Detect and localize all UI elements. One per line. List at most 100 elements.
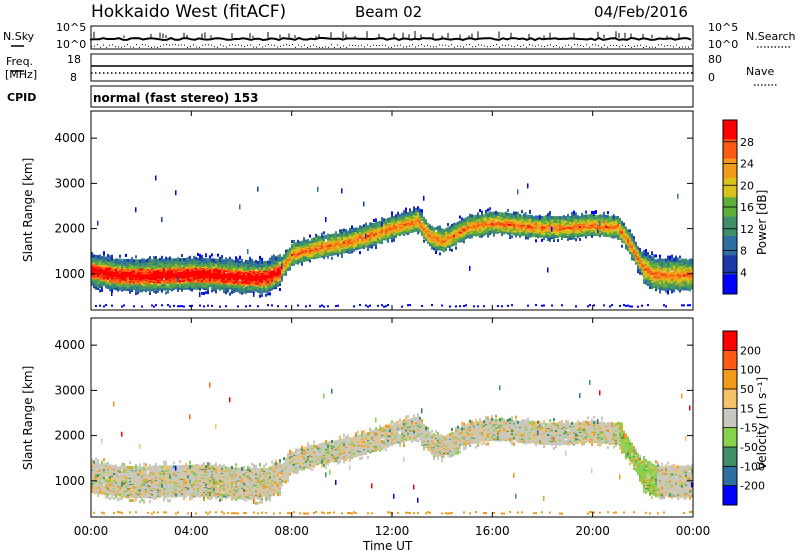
range-gate-cell <box>261 260 263 264</box>
range-gate-cell <box>199 266 201 270</box>
range-gate-cell <box>251 262 253 266</box>
near-range-cell <box>335 304 337 307</box>
range-gate-cell <box>253 260 255 264</box>
range-gate-cell <box>405 210 407 214</box>
range-gate-cell <box>389 217 391 221</box>
range-gate-cell <box>383 232 385 236</box>
nsearch-point <box>430 45 431 47</box>
nsearch-point <box>364 46 365 48</box>
range-gate-cell <box>367 225 369 229</box>
range-gate-cell <box>145 259 147 263</box>
nsearch-point <box>406 46 407 48</box>
scatter-cell <box>121 258 123 264</box>
range-gate-cell <box>351 239 353 243</box>
range-gate-cell <box>133 269 135 273</box>
range-gate-cell <box>183 258 185 262</box>
range-gate-cell <box>319 236 321 240</box>
range-gate-cell <box>229 256 231 260</box>
scatter-cell <box>341 188 343 194</box>
range-gate-cell <box>167 276 169 280</box>
range-gate-cell <box>291 244 293 248</box>
range-gate-cell <box>439 225 441 229</box>
range-gate-cell <box>399 214 401 218</box>
range-gate-cell <box>307 239 309 243</box>
range-gate-cell <box>145 271 147 275</box>
nsearch-point <box>586 44 587 46</box>
nsearch-point <box>115 46 116 48</box>
range-gate-cell <box>435 232 437 236</box>
range-gate-cell <box>127 259 129 263</box>
range-gate-cell <box>127 268 129 272</box>
range-gate-cell <box>115 267 117 271</box>
nsearch-trace <box>91 44 692 48</box>
near-range-cell <box>387 304 389 307</box>
nsearch-point <box>478 44 479 46</box>
range-gate-cell <box>143 283 145 287</box>
range-gate-cell <box>179 272 181 276</box>
near-range-cell <box>377 304 379 307</box>
nsearch-point <box>316 46 317 48</box>
nsearch-point <box>226 46 227 48</box>
range-gate-cell <box>377 221 379 225</box>
range-gate-cell <box>91 277 93 281</box>
range-gate-cell <box>151 273 153 277</box>
range-gate-cell <box>217 262 219 266</box>
nsearch-point <box>244 46 245 48</box>
range-gate-cell <box>183 282 185 286</box>
range-gate-cell <box>311 238 313 242</box>
range-gate-cell <box>265 293 267 297</box>
nsearch-point <box>436 46 437 48</box>
near-range-cell <box>337 304 339 307</box>
range-gate-cell <box>247 259 249 263</box>
range-gate-cell <box>225 264 227 268</box>
range-gate-cell <box>451 248 453 252</box>
range-gate-cell <box>105 268 107 272</box>
near-range-cell <box>359 303 361 306</box>
range-gate-cell <box>209 278 211 282</box>
range-gate-cell <box>271 281 273 285</box>
range-gate-cell <box>193 279 195 283</box>
range-gate-cell <box>289 267 291 271</box>
nsearch-point <box>160 45 161 47</box>
range-gate-cell <box>417 230 419 234</box>
range-gate-cell <box>131 259 133 263</box>
nsearch-point <box>262 46 263 48</box>
nsearch-point <box>553 46 554 48</box>
range-gate-cell <box>243 261 245 265</box>
nsearch-point <box>331 44 332 46</box>
range-gate-cell <box>105 259 107 263</box>
range-gate-cell <box>95 254 97 258</box>
range-gate-cell <box>261 257 263 261</box>
range-gate-cell <box>219 270 221 274</box>
nsearch-point <box>133 46 134 48</box>
range-gate-cell <box>159 257 161 261</box>
nsearch-point <box>97 44 98 46</box>
range-gate-cell <box>211 258 213 262</box>
nsearch-point <box>253 46 254 48</box>
range-gate-cell <box>113 272 115 276</box>
range-gate-cell <box>167 290 169 294</box>
range-gate-cell <box>423 216 425 220</box>
range-gate-cell <box>119 254 121 258</box>
near-range-cell <box>277 305 279 308</box>
range-gate-cell <box>165 256 167 260</box>
range-gate-cell <box>309 234 311 238</box>
range-gate-cell <box>339 232 341 236</box>
near-range-cell <box>297 304 299 307</box>
range-gate-cell <box>355 232 357 236</box>
nsearch-point <box>661 44 662 46</box>
range-gate-cell <box>127 275 129 279</box>
range-gate-cell <box>347 230 349 234</box>
nsearch-point <box>256 46 257 48</box>
near-range-cell <box>181 305 183 308</box>
range-gate-cell <box>117 277 119 281</box>
range-gate-cell <box>211 253 213 257</box>
range-gate-cell <box>191 288 193 292</box>
range-gate-cell <box>111 269 113 273</box>
range-gate-cell <box>221 263 223 267</box>
range-gate-cell <box>299 241 301 245</box>
range-gate-cell <box>195 258 197 262</box>
range-gate-cell <box>131 275 133 279</box>
range-gate-cell <box>227 287 229 291</box>
